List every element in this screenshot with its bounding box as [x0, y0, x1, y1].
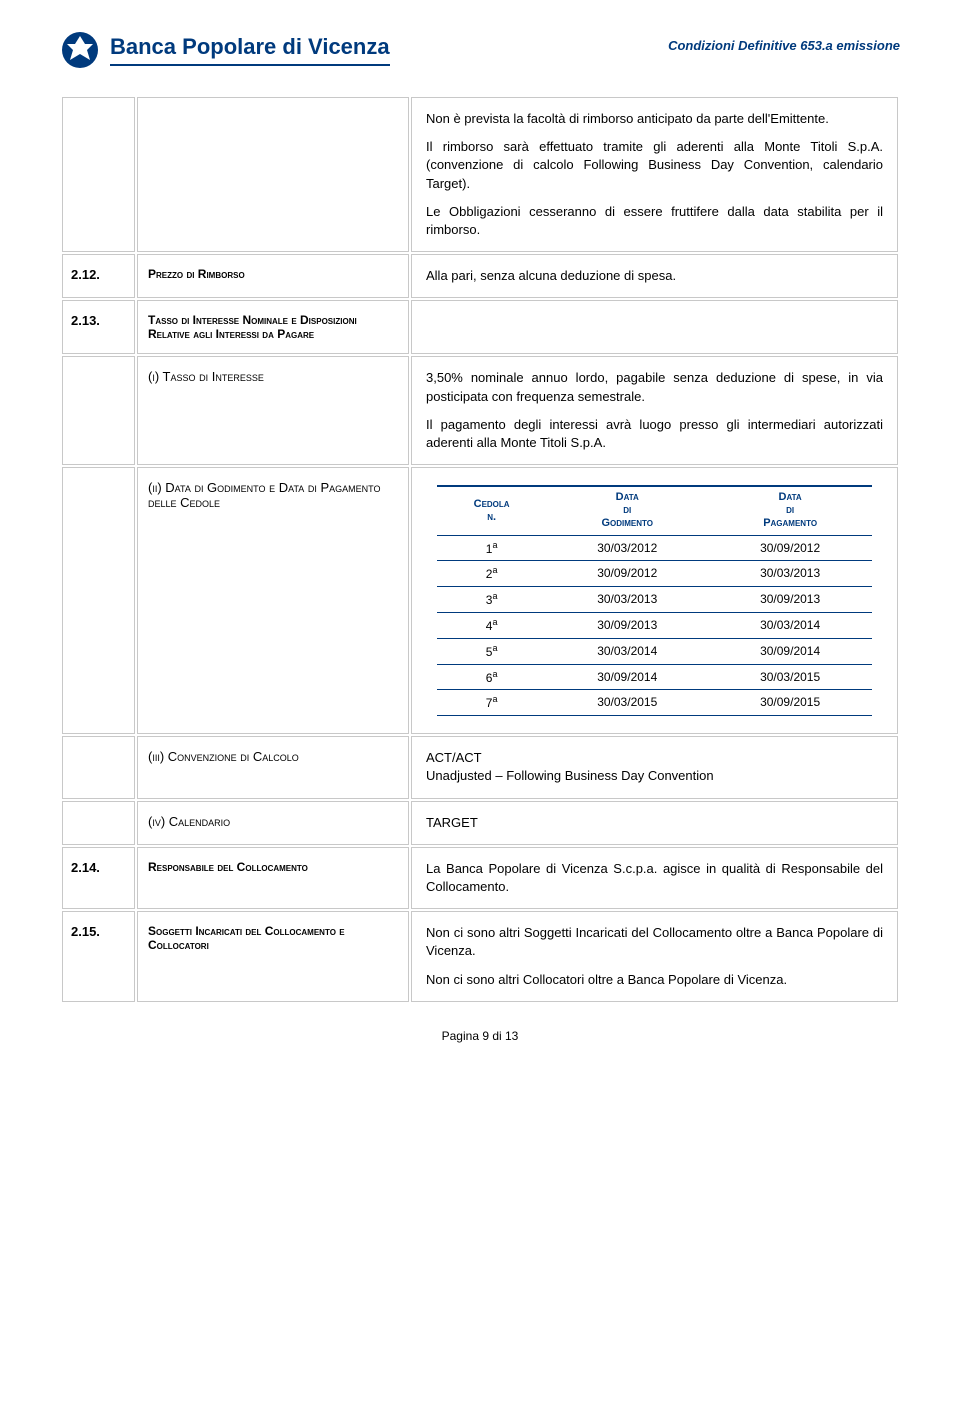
table-row: 4a30/09/201330/03/2014	[437, 613, 871, 639]
table-row: 1a30/03/201230/09/2012	[437, 535, 871, 561]
conditions-table: Non è prevista la facoltà di rimborso an…	[60, 95, 900, 1004]
section-label: Tasso di Interesse Nominale e Disposizio…	[137, 300, 409, 354]
empty-cell	[62, 97, 135, 252]
cedola-number: 4a	[437, 613, 545, 639]
text: di	[786, 504, 794, 516]
cedola-number: 7a	[437, 690, 545, 716]
text: di	[623, 504, 631, 516]
table-row: 6a30/09/201430/03/2015	[437, 664, 871, 690]
text: Il pagamento degli interessi avrà luogo …	[426, 416, 883, 452]
empty-content	[411, 300, 898, 354]
subsection-content: 3,50% nominale annuo lordo, pagabile sen…	[411, 356, 898, 465]
data-pagamento: 30/03/2015	[709, 664, 872, 690]
page-footer: Pagina 9 di 13	[60, 1029, 900, 1043]
text: Godimento	[601, 517, 653, 529]
section-number: 2.12.	[62, 254, 135, 298]
data-godimento: 30/09/2014	[546, 664, 709, 690]
cedole-table: Cedola n. Data di Godimento Data di	[437, 485, 871, 716]
text: Data	[779, 491, 802, 503]
cedole-table-cell: Cedola n. Data di Godimento Data di	[411, 467, 898, 734]
bank-logo-icon	[60, 30, 100, 70]
data-pagamento: 30/03/2014	[709, 613, 872, 639]
text: n.	[487, 511, 496, 523]
data-godimento: 30/09/2013	[546, 613, 709, 639]
subsection-label: (i) Tasso di Interesse	[137, 356, 409, 465]
text: Non ci sono altri Collocatori oltre a Ba…	[426, 971, 883, 989]
section-content: Alla pari, senza alcuna deduzione di spe…	[411, 254, 898, 298]
table-row: 5a30/03/201430/09/2014	[437, 638, 871, 664]
col-header-pagamento: Data di Pagamento	[709, 486, 872, 535]
text: Cedola	[474, 498, 510, 510]
data-pagamento: 30/09/2014	[709, 638, 872, 664]
logo-block: Banca Popolare di Vicenza	[60, 30, 390, 70]
empty-cell	[62, 356, 135, 465]
empty-cell	[62, 736, 135, 798]
section-label: Prezzo di Rimborso	[137, 254, 409, 298]
text: Data	[616, 491, 639, 503]
section-number: 2.15.	[62, 911, 135, 1002]
text: Il rimborso sarà effettuato tramite gli …	[426, 138, 883, 193]
text: ACT/ACT	[426, 750, 482, 765]
data-pagamento: 30/09/2013	[709, 587, 872, 613]
subsection-label: (iv) Calendario	[137, 801, 409, 845]
cedola-number: 3a	[437, 587, 545, 613]
subsection-content: ACT/ACT Unadjusted – Following Business …	[411, 736, 898, 798]
subsection-label: (iii) Convenzione di Calcolo	[137, 736, 409, 798]
data-godimento: 30/03/2015	[546, 690, 709, 716]
section-number: 2.13.	[62, 300, 135, 354]
data-godimento: 30/09/2012	[546, 561, 709, 587]
table-row: 7a30/03/201530/09/2015	[437, 690, 871, 716]
cedola-number: 1a	[437, 535, 545, 561]
section-number: 2.14.	[62, 847, 135, 909]
section-label: Soggetti Incaricati del Collocamento e C…	[137, 911, 409, 1002]
empty-cell	[62, 467, 135, 734]
col-header-godimento: Data di Godimento	[546, 486, 709, 535]
document-reference: Condizioni Definitive 653.a emissione	[668, 38, 900, 53]
table-row: 2a30/09/201230/03/2013	[437, 561, 871, 587]
data-godimento: 30/03/2012	[546, 535, 709, 561]
subsection-label: (ii) Data di Godimento e Data di Pagamen…	[137, 467, 409, 734]
bank-name: Banca Popolare di Vicenza	[110, 34, 390, 66]
page-header: Banca Popolare di Vicenza Condizioni Def…	[60, 30, 900, 70]
cedola-number: 5a	[437, 638, 545, 664]
text: Unadjusted – Following Business Day Conv…	[426, 768, 714, 783]
empty-cell	[137, 97, 409, 252]
empty-cell	[62, 801, 135, 845]
data-godimento: 30/03/2013	[546, 587, 709, 613]
table-row: 3a30/03/201330/09/2013	[437, 587, 871, 613]
cedola-number: 2a	[437, 561, 545, 587]
section-content: La Banca Popolare di Vicenza S.c.p.a. ag…	[411, 847, 898, 909]
subsection-content: TARGET	[411, 801, 898, 845]
text: Non ci sono altri Soggetti Incaricati de…	[426, 924, 883, 960]
rimborso-description: Non è prevista la facoltà di rimborso an…	[411, 97, 898, 252]
text: Le Obbligazioni cesseranno di essere fru…	[426, 203, 883, 239]
data-godimento: 30/03/2014	[546, 638, 709, 664]
text: 3,50% nominale annuo lordo, pagabile sen…	[426, 369, 883, 405]
text: Pagamento	[763, 517, 817, 529]
section-content: Non ci sono altri Soggetti Incaricati de…	[411, 911, 898, 1002]
data-pagamento: 30/03/2013	[709, 561, 872, 587]
data-pagamento: 30/09/2015	[709, 690, 872, 716]
cedola-number: 6a	[437, 664, 545, 690]
col-header-cedola: Cedola n.	[437, 486, 545, 535]
data-pagamento: 30/09/2012	[709, 535, 872, 561]
text: Non è prevista la facoltà di rimborso an…	[426, 110, 883, 128]
section-label: Responsabile del Collocamento	[137, 847, 409, 909]
